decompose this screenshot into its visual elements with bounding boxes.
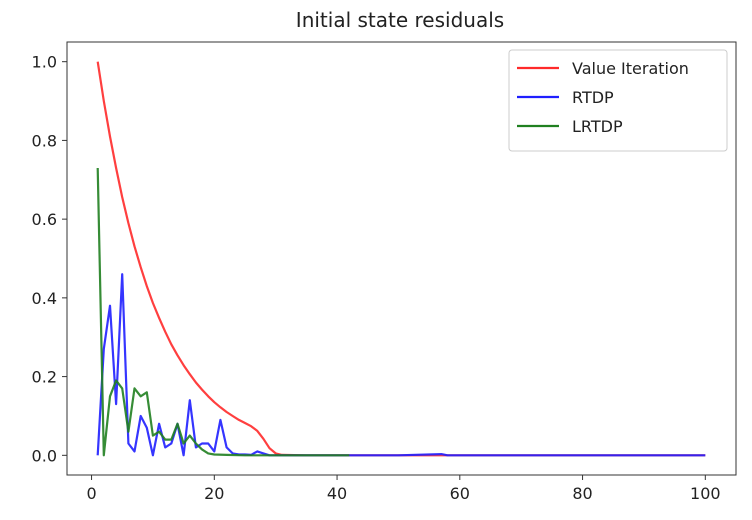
legend-label: LRTDP [572,117,623,136]
x-tick-label: 40 [327,484,347,503]
series-line-2 [96,167,350,457]
series-lines [96,61,706,457]
legend: Value Iteration RTDP LRTDP [508,49,728,152]
series-line-1 [96,273,706,457]
plot-area-frame [66,41,737,476]
y-tick-label: 1.0 [32,53,57,72]
axes: 0 20 40 60 80 100 0.0 0.2 0.4 0.6 0.8 1.0 [32,53,721,503]
x-tick-label: 0 [86,484,96,503]
legend-box [508,49,728,152]
chart-title: Initial state residuals [296,8,504,32]
x-tick-label: 20 [204,484,224,503]
y-tick-label: 0.0 [32,446,57,465]
y-tick-label: 0.6 [32,210,57,229]
y-tick-label: 0.2 [32,368,57,387]
legend-label: Value Iteration [572,59,689,78]
y-tick-label: 0.4 [32,289,57,308]
x-tick-label: 100 [690,484,721,503]
y-tick-label: 0.8 [32,131,57,150]
x-tick-label: 80 [572,484,592,503]
x-tick-label: 60 [450,484,470,503]
legend-label: RTDP [572,88,614,107]
